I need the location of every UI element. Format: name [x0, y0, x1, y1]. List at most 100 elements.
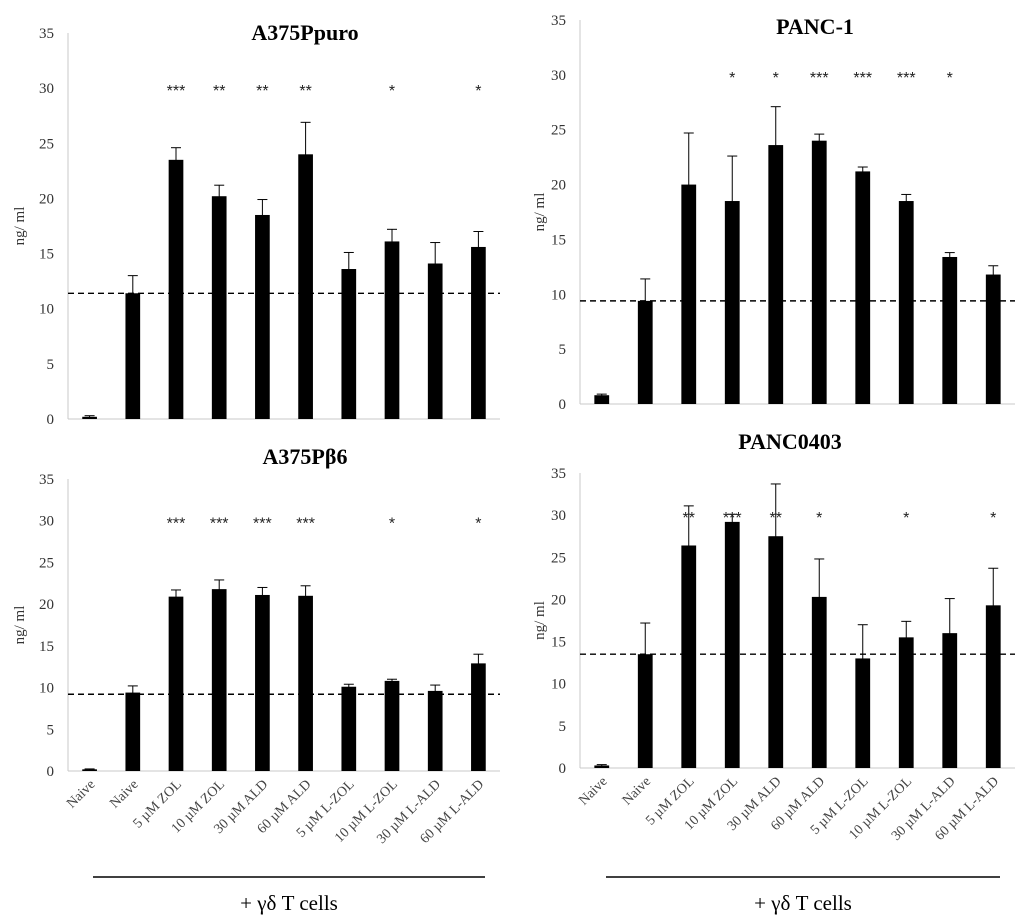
x-tick-label: Naive	[107, 777, 141, 811]
y-tick-label: 20	[39, 191, 54, 207]
chart-title: PANC0403	[738, 429, 841, 454]
bar	[898, 637, 914, 768]
bar	[811, 596, 827, 768]
y-tick-label: 30	[551, 508, 566, 524]
y-tick-label: 25	[551, 123, 566, 139]
bar	[724, 521, 740, 768]
y-tick-label: 0	[47, 412, 55, 428]
y-tick-label: 5	[559, 342, 567, 358]
significance-label: *	[389, 516, 395, 533]
significance-label: *	[903, 510, 909, 527]
significance-label: **	[683, 510, 695, 527]
y-axis-label: ng/ ml	[12, 207, 28, 246]
bar	[768, 536, 784, 768]
bar	[384, 680, 400, 771]
chart-title: A375Pβ6	[263, 444, 348, 469]
y-tick-label: 5	[559, 719, 567, 735]
bar	[681, 184, 697, 404]
y-tick-label: 25	[39, 136, 54, 152]
bar	[168, 596, 184, 771]
y-tick-label: 0	[559, 397, 567, 413]
significance-label: ***	[897, 70, 916, 87]
y-tick-label: 5	[47, 722, 55, 738]
y-tick-label: 15	[551, 635, 566, 651]
bar	[681, 545, 697, 768]
y-tick-label: 25	[39, 555, 54, 571]
y-tick-label: 0	[559, 761, 567, 777]
bar	[341, 686, 357, 771]
y-tick-label: 30	[551, 68, 566, 84]
y-tick-label: 5	[47, 357, 55, 373]
bar	[384, 241, 400, 419]
significance-label: *	[475, 516, 481, 533]
y-axis-label: ng/ ml	[532, 193, 548, 232]
significance-label: ***	[210, 516, 229, 533]
bar	[942, 633, 958, 768]
y-axis-label: ng/ ml	[532, 601, 548, 640]
chart-title: A375Ppuro	[251, 20, 358, 45]
significance-label: **	[299, 83, 311, 100]
bar	[637, 654, 653, 768]
bar	[125, 692, 141, 771]
x-tick-label: Naive	[64, 777, 98, 811]
x-tick-label: Naive	[576, 774, 610, 808]
y-tick-label: 10	[39, 302, 54, 318]
bar	[898, 201, 914, 404]
significance-label: *	[729, 70, 735, 87]
significance-label: *	[475, 83, 481, 100]
significance-label: ***	[167, 516, 186, 533]
bar	[594, 395, 610, 404]
y-tick-label: 10	[39, 681, 54, 697]
significance-label: **	[213, 83, 225, 100]
significance-label: *	[947, 70, 953, 87]
bar	[724, 201, 740, 404]
y-tick-label: 35	[39, 26, 54, 42]
significance-label: ***	[167, 83, 186, 100]
group-label-left: + γδ T cells	[240, 891, 338, 915]
group-bracket-right: + γδ T cells	[606, 876, 1000, 915]
bar	[471, 663, 486, 771]
bar	[211, 196, 227, 419]
y-tick-label: 35	[39, 472, 54, 488]
y-tick-label: 25	[551, 550, 566, 566]
significance-label: ***	[853, 70, 872, 87]
significance-label: ***	[723, 510, 742, 527]
bar	[341, 269, 357, 419]
y-tick-label: 30	[39, 514, 54, 530]
group-label-right: + γδ T cells	[754, 891, 852, 915]
significance-label: **	[770, 510, 782, 527]
y-tick-label: 10	[551, 287, 566, 303]
bar	[298, 595, 313, 771]
bar	[942, 256, 958, 404]
bar	[471, 246, 486, 419]
bar	[125, 293, 141, 419]
significance-label: **	[256, 83, 268, 100]
group-bracket-left: + γδ T cells	[93, 876, 485, 915]
significance-label: ***	[296, 516, 315, 533]
y-tick-label: 20	[39, 597, 54, 613]
bar	[768, 145, 784, 404]
bar	[427, 263, 443, 419]
bar	[855, 171, 871, 404]
significance-label: *	[816, 510, 822, 527]
significance-label: ***	[810, 70, 829, 87]
y-tick-label: 20	[551, 178, 566, 194]
bar	[855, 658, 871, 768]
y-tick-label: 15	[551, 232, 566, 248]
bar	[985, 274, 1001, 404]
bar	[211, 589, 227, 771]
chart-title: PANC-1	[776, 14, 854, 39]
y-axis-label: ng/ ml	[12, 606, 28, 645]
x-tick-label: Naive	[620, 774, 654, 808]
y-tick-label: 30	[39, 81, 54, 97]
y-tick-label: 15	[39, 247, 54, 263]
bar	[985, 605, 1001, 768]
bar	[811, 140, 827, 404]
significance-label: *	[773, 70, 779, 87]
